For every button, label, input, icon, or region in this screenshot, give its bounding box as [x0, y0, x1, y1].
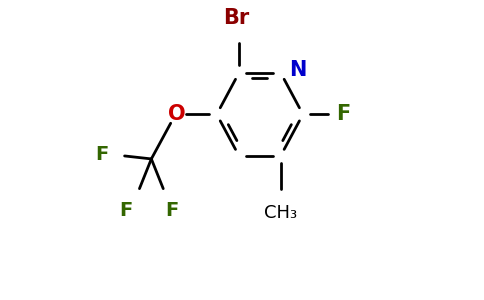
Text: Br: Br	[223, 8, 249, 28]
Text: F: F	[95, 145, 108, 164]
Text: O: O	[168, 104, 185, 124]
Text: CH₃: CH₃	[264, 203, 297, 221]
Text: F: F	[166, 200, 179, 220]
Text: F: F	[120, 200, 133, 220]
Text: N: N	[289, 60, 307, 80]
Text: F: F	[335, 104, 350, 124]
